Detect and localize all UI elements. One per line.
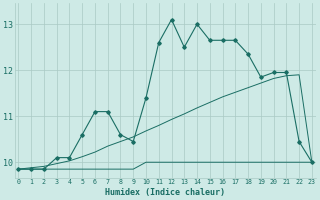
X-axis label: Humidex (Indice chaleur): Humidex (Indice chaleur) [105,188,225,197]
